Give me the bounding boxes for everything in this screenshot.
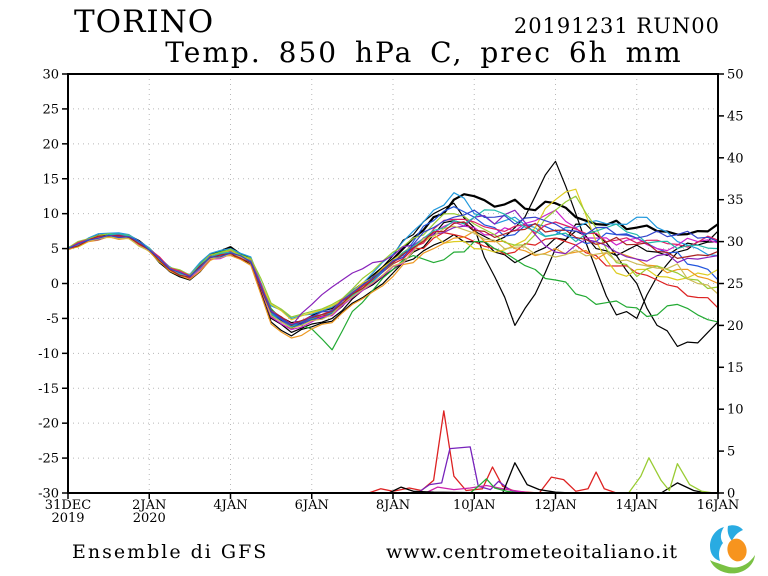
svg-text:-25: -25 <box>38 452 59 467</box>
svg-text:4JAN: 4JAN <box>213 498 247 513</box>
svg-text:25: 25 <box>727 277 744 292</box>
svg-text:0: 0 <box>51 277 59 292</box>
svg-text:15: 15 <box>727 361 744 376</box>
svg-text:30: 30 <box>42 68 59 83</box>
svg-text:5: 5 <box>51 242 59 257</box>
svg-text:15: 15 <box>42 172 59 187</box>
svg-text:10: 10 <box>42 207 59 222</box>
svg-text:2019: 2019 <box>51 511 84 526</box>
logo-blue-cloud <box>710 527 724 561</box>
svg-text:-20: -20 <box>38 417 59 432</box>
svg-text:25: 25 <box>42 102 59 117</box>
svg-text:2020: 2020 <box>133 511 166 526</box>
logo-blue-wing <box>727 525 743 541</box>
svg-text:-5: -5 <box>46 312 59 327</box>
svg-text:-30: -30 <box>38 487 59 502</box>
svg-text:50: 50 <box>727 68 744 83</box>
svg-text:45: 45 <box>727 109 744 124</box>
svg-text:35: 35 <box>727 193 744 208</box>
logo-green-swoosh <box>710 555 755 574</box>
svg-text:40: 40 <box>727 151 744 166</box>
svg-text:16JAN: 16JAN <box>697 498 740 513</box>
grid-layer <box>68 74 718 493</box>
chart-subtitle: Temp. 850 hPa C, prec 6h mm <box>165 36 683 69</box>
run-label: 20191231 RUN00 <box>513 14 720 38</box>
website-link[interactable]: www.centrometeoitaliano.it <box>385 541 678 563</box>
svg-text:2JAN: 2JAN <box>132 498 166 513</box>
svg-text:0: 0 <box>727 487 735 502</box>
svg-text:8JAN: 8JAN <box>376 498 410 513</box>
svg-text:30: 30 <box>727 235 744 250</box>
svg-text:12JAN: 12JAN <box>534 498 577 513</box>
axis-layer: 302520151050-5-10-15-20-25-3050454035302… <box>38 68 743 527</box>
svg-text:20: 20 <box>727 319 744 334</box>
svg-text:-10: -10 <box>38 347 59 362</box>
logo-orange-sun <box>727 538 747 562</box>
svg-text:31DEC: 31DEC <box>45 498 91 513</box>
svg-text:10JAN: 10JAN <box>453 498 496 513</box>
station-name: TORINO <box>74 4 215 40</box>
svg-text:10: 10 <box>727 403 744 418</box>
brand-logo <box>710 525 755 574</box>
model-label: Ensemble di GFS <box>72 541 269 563</box>
svg-text:20: 20 <box>42 137 59 152</box>
svg-text:14JAN: 14JAN <box>615 498 658 513</box>
svg-text:-15: -15 <box>38 382 59 397</box>
svg-text:6JAN: 6JAN <box>295 498 329 513</box>
svg-text:5: 5 <box>727 445 735 460</box>
temperature-layer <box>67 160 719 351</box>
